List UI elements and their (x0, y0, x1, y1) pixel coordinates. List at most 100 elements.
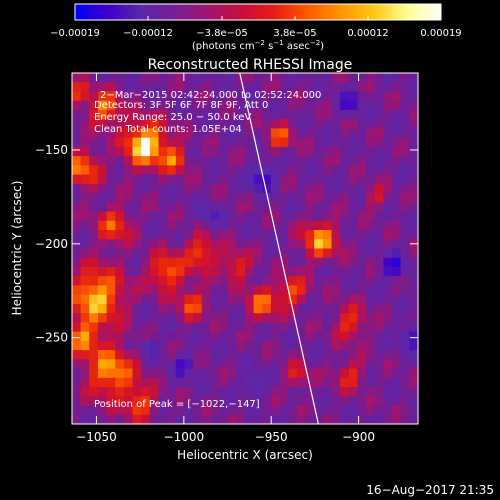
heatmap-cell (175, 248, 186, 259)
heatmap-cell (132, 239, 142, 250)
heatmap-cell (357, 276, 367, 287)
heatmap-cell (262, 239, 272, 250)
heatmap-cell (149, 91, 160, 102)
heatmap-cell (149, 396, 160, 407)
heatmap-cell (80, 220, 90, 231)
heatmap-cell (158, 146, 168, 157)
heatmap-cell (236, 230, 246, 240)
heatmap-cell (383, 174, 393, 185)
heatmap-cell (97, 414, 108, 424)
heatmap-cell (80, 359, 90, 370)
heatmap-cell (132, 156, 142, 166)
heatmap-cell (149, 128, 160, 139)
heatmap-cell (322, 82, 333, 93)
heatmap-cell (236, 322, 246, 333)
heatmap-cell (158, 359, 168, 370)
heatmap-cell (175, 193, 186, 203)
heatmap-cell (106, 100, 116, 111)
heatmap-cell (366, 220, 376, 231)
heatmap-cell (123, 257, 134, 268)
heatmap-cell (158, 368, 168, 379)
heatmap-cell (348, 174, 359, 185)
heatmap-cell (314, 128, 324, 139)
heatmap-cell (253, 303, 263, 314)
heatmap-cell (253, 266, 263, 277)
heatmap-cell (72, 156, 82, 166)
heatmap-cell (279, 248, 289, 259)
heatmap-cell (383, 211, 393, 222)
heatmap-cell (253, 165, 263, 176)
heatmap-cell (115, 257, 125, 268)
heatmap-cell (357, 156, 367, 166)
x-axis-ticks: −1050 −1000 −950 −900 (76, 73, 375, 444)
heatmap-cell (210, 156, 220, 166)
heatmap-cell (288, 100, 298, 111)
heatmap-cell (322, 331, 333, 342)
heatmap-cell (175, 156, 186, 166)
heatmap-cell (279, 405, 289, 416)
heatmap-cell (184, 294, 194, 305)
heatmap-cell (357, 387, 367, 397)
heatmap-cell (262, 266, 272, 277)
heatmap-cell (89, 294, 99, 305)
heatmap-cell (167, 220, 177, 231)
heatmap-cell (97, 266, 108, 277)
heatmap-cell (141, 156, 151, 166)
heatmap-cell (374, 294, 384, 305)
heatmap-cell (374, 183, 384, 194)
heatmap-cell (279, 119, 289, 130)
heatmap-cell (348, 239, 359, 250)
heatmap-cell (115, 109, 125, 120)
heatmap-cell (340, 165, 350, 176)
heatmap-cell (245, 285, 255, 296)
heatmap-cell (158, 165, 168, 176)
heatmap-cell (158, 156, 168, 166)
heatmap-cell (193, 137, 203, 148)
heatmap-cell (366, 119, 376, 130)
heatmap-cell (132, 193, 142, 203)
heatmap-cell (89, 202, 99, 213)
heatmap-cell (279, 82, 289, 93)
y-tick-label: −200 (35, 237, 68, 251)
heatmap-cell (366, 91, 376, 102)
heatmap-cell (97, 405, 108, 416)
heatmap-cell (89, 137, 99, 148)
heatmap-cell (201, 156, 211, 166)
heatmap-cell (201, 202, 211, 213)
heatmap-cell (201, 100, 211, 111)
heatmap-cell (348, 331, 359, 342)
heatmap-cell (253, 350, 263, 360)
heatmap-cell (80, 230, 90, 240)
heatmap-cell (184, 156, 194, 166)
heatmap-cell (149, 220, 160, 231)
y-axis-ticks: −150−200−250 (35, 143, 418, 345)
heatmap-cell (245, 396, 255, 407)
heatmap-cell (210, 276, 220, 287)
heatmap-cell (400, 202, 410, 213)
heatmap-cell (210, 303, 220, 314)
heatmap-cell (175, 303, 186, 314)
heatmap-cell (175, 294, 186, 305)
heatmap-cell (167, 266, 177, 277)
heatmap-cell (184, 230, 194, 240)
heatmap-cell (193, 109, 203, 120)
heatmap-cell (175, 183, 186, 194)
heatmap-cell (392, 82, 402, 93)
heatmap-cell (115, 359, 125, 370)
heatmap-cell (253, 285, 263, 296)
heatmap-cell (400, 137, 410, 148)
heatmap-cell (288, 322, 298, 333)
heatmap-cell (193, 174, 203, 185)
heatmap-cell (374, 91, 384, 102)
heatmap-cell (262, 387, 272, 397)
heatmap-cell (245, 73, 255, 83)
heatmap-cell (314, 331, 324, 342)
heatmap-cell (409, 350, 418, 360)
heatmap-cell (97, 396, 108, 407)
heatmap-cell (167, 137, 177, 148)
heatmap-cell (158, 211, 168, 222)
heatmap-cell (132, 396, 142, 407)
heatmap-cell (201, 119, 211, 130)
heatmap-cell (72, 230, 82, 240)
